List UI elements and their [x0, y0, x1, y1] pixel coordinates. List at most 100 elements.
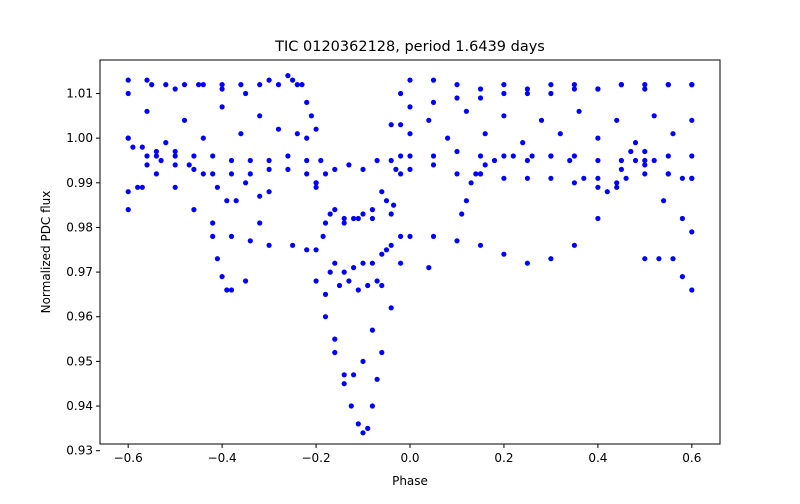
series-3 [125, 148, 695, 378]
data-point [144, 77, 150, 83]
data-point [355, 421, 361, 427]
data-point [172, 184, 178, 190]
data-point [238, 131, 244, 137]
data-point [139, 184, 145, 190]
data-point [656, 256, 662, 262]
data-point [304, 99, 310, 105]
data-point [196, 82, 202, 88]
data-point [322, 314, 329, 320]
series-1 [125, 73, 695, 172]
y-tick-label: 0.98 [66, 220, 93, 234]
data-point [623, 175, 629, 181]
data-point [313, 180, 319, 186]
data-point [163, 82, 169, 88]
data-point [210, 153, 216, 159]
data-point [332, 166, 338, 172]
data-point [689, 82, 695, 88]
y-tick-label: 0.93 [66, 444, 93, 458]
data-point [214, 184, 220, 190]
data-point [219, 86, 225, 92]
data-point [247, 238, 253, 244]
data-point [520, 140, 526, 146]
data-point [125, 77, 131, 83]
data-point [313, 278, 319, 284]
data-point [144, 153, 150, 159]
data-point [341, 381, 347, 387]
data-point [632, 140, 639, 146]
data-point [360, 260, 366, 266]
data-point [642, 256, 648, 262]
data-point [679, 215, 686, 222]
data-point [571, 180, 578, 186]
data-point [332, 336, 338, 342]
data-point [407, 77, 413, 83]
data-point [318, 157, 324, 164]
data-point [153, 171, 159, 177]
data-point [665, 82, 671, 88]
data-point [214, 256, 220, 262]
data-point [651, 113, 657, 119]
data-point [407, 104, 413, 110]
data-point [426, 117, 432, 123]
data-point [463, 198, 469, 204]
data-point [266, 189, 272, 195]
data-point [360, 166, 366, 172]
data-point [191, 166, 197, 172]
data-point [313, 126, 319, 132]
data-point [567, 157, 573, 164]
data-point [571, 242, 578, 248]
data-point [341, 215, 347, 222]
data-point [144, 108, 150, 114]
chart-title: TIC 0120362128, period 1.6439 days [274, 39, 545, 55]
data-point [346, 162, 352, 168]
data-point [228, 171, 235, 177]
data-point [398, 90, 404, 97]
data-point [290, 242, 296, 248]
data-point [383, 198, 390, 204]
data-point [632, 157, 639, 164]
data-point [510, 153, 516, 159]
data-point [679, 274, 686, 280]
data-point [200, 171, 206, 177]
data-point [595, 86, 601, 92]
data-point [595, 135, 601, 141]
data-point [595, 157, 601, 164]
data-point [454, 148, 460, 155]
data-point [571, 153, 578, 159]
data-point [219, 104, 225, 110]
data-point [477, 95, 484, 101]
data-point [341, 269, 347, 275]
data-point [398, 171, 404, 177]
data-point [477, 171, 484, 177]
data-point [501, 82, 507, 88]
data-point [665, 153, 671, 159]
data-point [463, 108, 469, 114]
data-point [374, 376, 380, 382]
data-point [228, 233, 235, 239]
data-point [407, 233, 413, 239]
data-point [548, 90, 554, 97]
data-point [661, 198, 667, 204]
data-point [407, 166, 413, 172]
data-point [247, 157, 253, 164]
data-point [153, 148, 159, 155]
data-point [430, 77, 437, 83]
data-point [351, 372, 357, 378]
data-point [548, 153, 554, 159]
data-point [379, 251, 385, 257]
data-point [320, 233, 326, 239]
data-point [191, 207, 197, 213]
data-point [477, 86, 484, 92]
data-point [313, 247, 319, 253]
data-point [346, 278, 352, 284]
data-point [285, 73, 291, 79]
data-point [247, 171, 253, 177]
data-point [266, 242, 272, 248]
data-points [125, 73, 695, 436]
y-tick-label: 0.96 [66, 310, 93, 324]
data-point [473, 171, 479, 177]
data-point [149, 82, 155, 88]
data-point [369, 215, 375, 222]
data-point [571, 82, 578, 88]
